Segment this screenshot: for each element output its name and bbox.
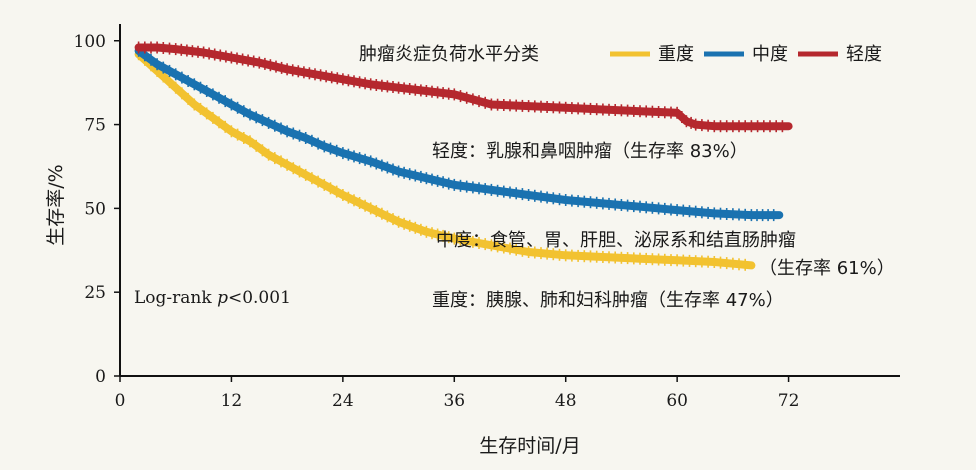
censor-ticks — [137, 41, 784, 133]
annotations: 轻度：乳腺和鼻咽肿瘤（生存率 83%） 中度：食管、胃、肝胆、泌尿系和结直肠肿瘤… — [134, 141, 895, 311]
y-tick-label: 75 — [84, 116, 106, 136]
censor-ticks — [137, 48, 747, 271]
series-轻度 — [134, 41, 793, 133]
legend-label: 重度 — [658, 44, 694, 65]
x-axis-title: 生存时间/月 — [479, 435, 580, 457]
y-ticks: 0 25 50 75 100 — [74, 32, 120, 387]
x-tick-label: 0 — [115, 391, 126, 411]
x-tick-label: 72 — [778, 391, 800, 411]
y-tick-label: 25 — [84, 283, 106, 303]
legend-item-中度: 中度 — [704, 44, 788, 65]
logrank-p: p — [217, 288, 228, 308]
x-ticks: 0 12 24 36 48 60 72 — [115, 376, 800, 411]
annotation-moderate-line1: 中度：食管、胃、肝胆、泌尿系和结直肠肿瘤 — [436, 230, 796, 251]
x-tick-label: 60 — [666, 391, 688, 411]
y-tick-label: 50 — [84, 199, 106, 219]
y-tick-label: 100 — [74, 32, 106, 52]
legend: 肿瘤炎症负荷水平分类 重度 中度 轻度 — [359, 44, 882, 65]
legend-items: 重度 中度 轻度 — [610, 44, 882, 65]
y-tick-label: 0 — [95, 367, 106, 387]
annotation-light: 轻度：乳腺和鼻咽肿瘤（生存率 83%） — [432, 141, 748, 162]
annotation-severe: 重度：胰腺、肺和妇科肿瘤（生存率 47%） — [432, 290, 784, 311]
legend-title: 肿瘤炎症负荷水平分类 — [359, 44, 539, 65]
x-tick-label: 12 — [221, 391, 243, 411]
series-重度 — [134, 48, 756, 271]
logrank-annotation: Log-rank p<0.001 — [134, 288, 291, 308]
legend-label: 轻度 — [846, 44, 882, 65]
y-axis-title: 生存率/% — [45, 164, 67, 245]
logrank-value: <0.001 — [228, 288, 291, 308]
annotation-moderate-line2: （生存率 61%） — [759, 258, 895, 279]
legend-item-重度: 重度 — [610, 44, 694, 65]
x-tick-label: 24 — [332, 391, 354, 411]
logrank-prefix: Log-rank — [134, 288, 217, 308]
x-tick-label: 48 — [555, 391, 577, 411]
x-tick-label: 36 — [443, 391, 465, 411]
series — [134, 41, 793, 271]
censor-ticks — [137, 44, 775, 222]
series-中度 — [134, 44, 784, 222]
legend-label: 中度 — [752, 44, 788, 65]
axes: 0 12 24 36 48 60 72 0 25 50 75 100 — [74, 24, 900, 411]
legend-item-轻度: 轻度 — [798, 44, 882, 65]
